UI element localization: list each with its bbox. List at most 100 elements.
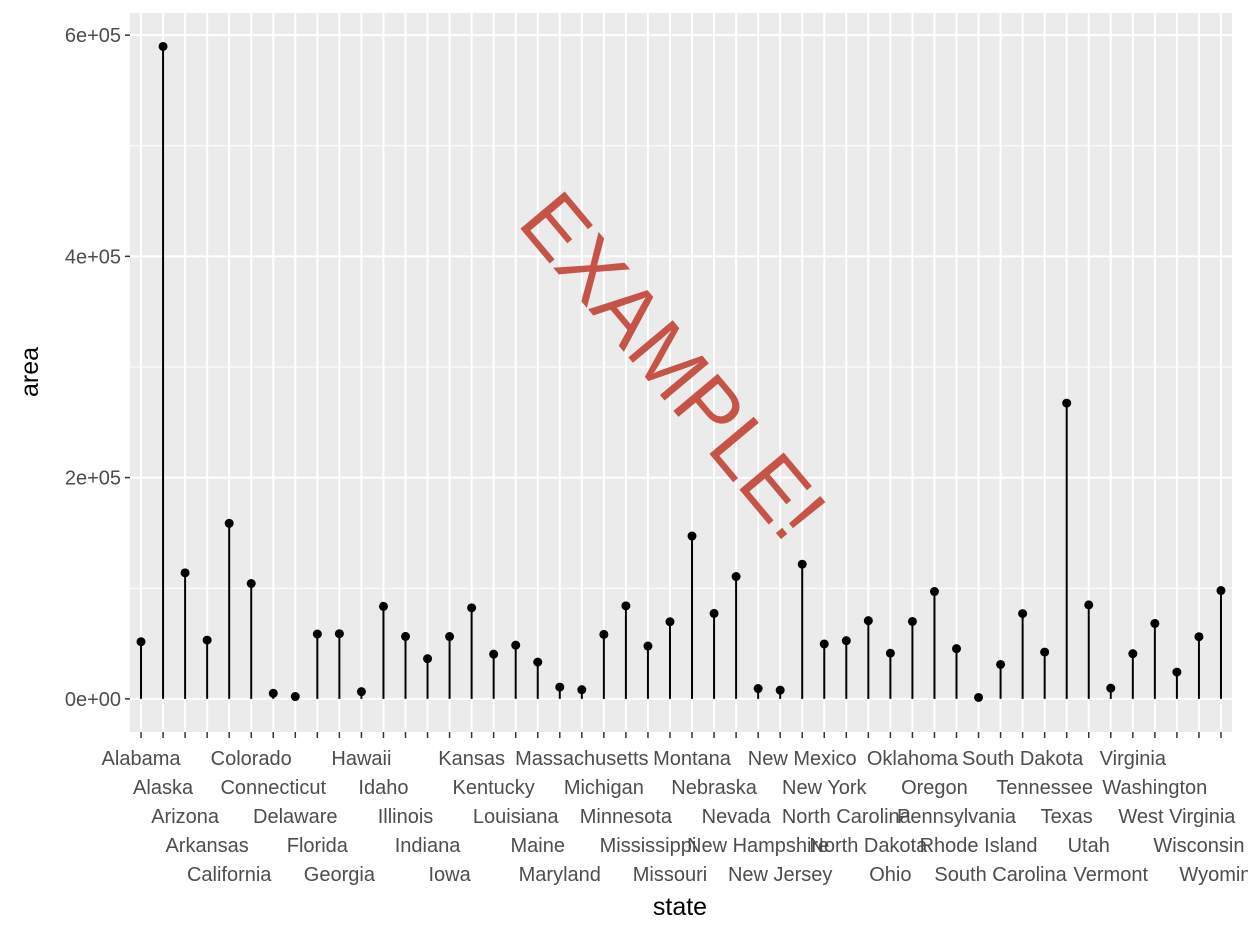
data-point xyxy=(312,629,322,639)
data-point xyxy=(665,617,675,627)
x-tick-label: West Virginia xyxy=(1118,806,1236,828)
data-point xyxy=(731,572,741,582)
x-tick-label: Connecticut xyxy=(220,777,326,799)
data-point xyxy=(1106,683,1116,693)
point-layer xyxy=(136,41,1226,702)
x-tick-label: Iowa xyxy=(428,864,471,886)
x-tick-label: South Carolina xyxy=(934,864,1067,886)
stem-layer xyxy=(140,46,1222,699)
x-tick-label: Rhode Island xyxy=(920,835,1038,857)
x-tick-label: Nevada xyxy=(702,806,772,828)
x-tick-label: Wyoming xyxy=(1179,864,1248,886)
data-point xyxy=(1194,632,1204,642)
x-tick-label: Massachusetts xyxy=(515,748,648,770)
data-point xyxy=(1084,600,1094,610)
x-tick-label: New Jersey xyxy=(728,864,832,886)
data-point xyxy=(290,692,300,702)
data-point xyxy=(687,531,697,541)
x-tick-label: Illinois xyxy=(378,806,434,828)
x-tick-label: California xyxy=(187,864,272,886)
data-point xyxy=(1062,398,1072,408)
data-point xyxy=(533,657,543,667)
data-point xyxy=(224,518,234,528)
data-point xyxy=(797,559,807,569)
data-point xyxy=(952,644,961,654)
x-tick-label: Michigan xyxy=(564,777,644,799)
x-tick-label: Louisiana xyxy=(473,806,560,828)
x-tick-label: Washington xyxy=(1102,777,1207,799)
x-tick-label: Tennessee xyxy=(996,777,1093,799)
x-tick-label: Oregon xyxy=(901,777,968,799)
x-tick-label: Montana xyxy=(653,748,732,770)
data-point xyxy=(1150,618,1160,628)
data-point xyxy=(334,629,344,639)
y-axis-title: area xyxy=(16,347,44,397)
y-tick-label: 2e+05 xyxy=(65,468,121,490)
x-tick-label: Oklahoma xyxy=(867,748,959,770)
x-tick-label: New Mexico xyxy=(748,748,857,770)
x-tick-label: South Dakota xyxy=(962,748,1084,770)
x-tick-label: Georgia xyxy=(304,864,376,886)
x-tick-label: Maine xyxy=(510,835,564,857)
x-tick-label: Alabama xyxy=(102,748,182,770)
data-point xyxy=(907,616,917,626)
x-tick-label: Wisconsin xyxy=(1153,835,1244,857)
x-tick-label: Arizona xyxy=(151,806,220,828)
data-point xyxy=(467,603,477,613)
data-point xyxy=(356,687,366,697)
data-point xyxy=(246,579,256,589)
x-tick-label: Maryland xyxy=(519,864,601,886)
data-point xyxy=(974,692,984,702)
data-point xyxy=(1216,586,1226,596)
data-point xyxy=(753,684,763,694)
y-tick-label: 6e+05 xyxy=(65,25,121,47)
data-point xyxy=(378,601,388,611)
data-point xyxy=(863,616,873,626)
x-tick-label: Ohio xyxy=(869,864,911,886)
x-tick-label: Kansas xyxy=(438,748,505,770)
x-tick-label: Utah xyxy=(1068,835,1110,857)
data-point xyxy=(621,601,631,611)
x-tick-label: Texas xyxy=(1041,806,1093,828)
x-tick-label: Pennsylvania xyxy=(897,806,1017,828)
axis-layer: 0e+00 2e+05 4e+05 6e+05 Alabama Alaska Arizona… xyxy=(65,25,1248,886)
data-point xyxy=(202,635,212,645)
x-tick-label: Colorado xyxy=(211,748,292,770)
data-point xyxy=(1018,609,1028,619)
x-tick-label: North Dakota xyxy=(809,835,928,857)
data-point xyxy=(158,41,168,51)
data-point xyxy=(577,685,587,695)
data-point xyxy=(1040,647,1050,657)
plot-panel xyxy=(130,13,1232,732)
x-tick-label: Florida xyxy=(287,835,349,857)
x-tick-label: Nebraska xyxy=(671,777,757,799)
x-tick-label: Indiana xyxy=(395,835,461,857)
data-point xyxy=(1172,667,1182,677)
data-point xyxy=(819,639,829,649)
data-point xyxy=(643,641,653,651)
x-tick-label: Alaska xyxy=(133,777,194,799)
data-point xyxy=(511,640,521,650)
data-point xyxy=(445,632,455,642)
data-point xyxy=(268,688,278,698)
data-point xyxy=(885,648,895,658)
x-tick-label: Minnesota xyxy=(580,806,673,828)
x-axis-title: state xyxy=(653,893,707,921)
x-tick-label: Vermont xyxy=(1074,864,1149,886)
data-point xyxy=(709,608,719,618)
data-point xyxy=(929,587,939,597)
data-point xyxy=(841,636,851,646)
x-tick-label: Arkansas xyxy=(165,835,248,857)
x-tick-label: Idaho xyxy=(358,777,408,799)
y-tick-label: 4e+05 xyxy=(65,246,121,268)
data-point xyxy=(401,631,410,641)
x-tick-label: Mississippi xyxy=(600,835,697,857)
x-tick-label: Missouri xyxy=(633,864,707,886)
x-tick-label: Virginia xyxy=(1100,748,1167,770)
x-tick-label: Hawaii xyxy=(331,748,391,770)
data-point xyxy=(555,682,565,692)
data-point xyxy=(136,637,146,647)
data-point xyxy=(1128,649,1138,659)
x-tick-label: Kentucky xyxy=(453,777,535,799)
